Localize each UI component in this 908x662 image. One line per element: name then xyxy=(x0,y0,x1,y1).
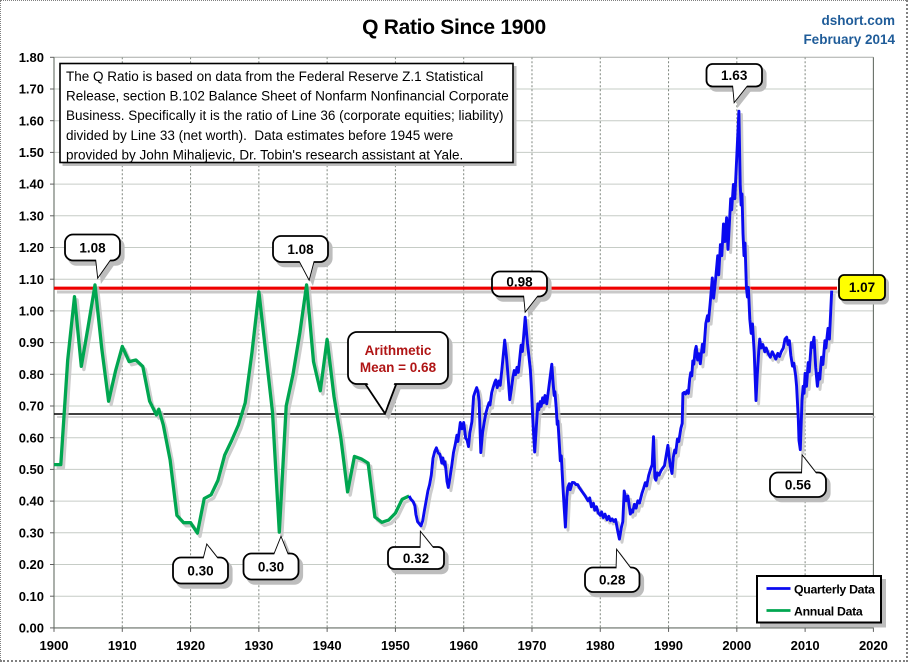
svg-text:0.56: 0.56 xyxy=(785,478,812,493)
svg-text:1950: 1950 xyxy=(381,638,410,653)
svg-text:1970: 1970 xyxy=(518,638,547,653)
svg-text:0.90: 0.90 xyxy=(19,335,44,350)
svg-text:1980: 1980 xyxy=(586,638,615,653)
svg-text:1.40: 1.40 xyxy=(19,177,44,192)
svg-text:0.98: 0.98 xyxy=(506,275,533,290)
svg-text:Q Ratio Since 1900: Q Ratio Since 1900 xyxy=(362,16,546,39)
svg-text:Quarterly Data: Quarterly Data xyxy=(794,583,875,597)
svg-text:0.30: 0.30 xyxy=(187,563,213,578)
svg-text:1990: 1990 xyxy=(654,638,683,653)
svg-text:1.10: 1.10 xyxy=(19,272,44,287)
svg-text:1.08: 1.08 xyxy=(79,240,106,255)
svg-text:0.10: 0.10 xyxy=(19,589,44,604)
svg-text:1.70: 1.70 xyxy=(19,82,44,97)
svg-text:1930: 1930 xyxy=(244,638,273,653)
svg-text:February 2014: February 2014 xyxy=(803,32,895,47)
svg-text:The Q Ratio is based on data f: The Q Ratio is based on data from the Fe… xyxy=(66,69,483,84)
svg-text:1940: 1940 xyxy=(313,638,342,653)
svg-text:0.32: 0.32 xyxy=(403,551,429,566)
svg-text:0.40: 0.40 xyxy=(19,494,44,509)
svg-text:1.07: 1.07 xyxy=(849,280,875,295)
svg-text:1960: 1960 xyxy=(449,638,478,653)
svg-text:0.00: 0.00 xyxy=(19,621,44,636)
svg-text:Mean = 0.68: Mean = 0.68 xyxy=(360,360,437,375)
svg-text:0.20: 0.20 xyxy=(19,557,44,572)
svg-text:0.80: 0.80 xyxy=(19,367,44,382)
svg-text:1.08: 1.08 xyxy=(287,242,314,257)
svg-text:Release, section B.102 Balance: Release, section B.102 Balance Sheet of … xyxy=(66,89,509,104)
svg-text:Arithmetic: Arithmetic xyxy=(365,343,432,358)
svg-text:divided by Line 33 (net worth): divided by Line 33 (net worth). Data est… xyxy=(66,128,453,143)
svg-text:1.50: 1.50 xyxy=(19,145,44,160)
svg-text:dshort.com: dshort.com xyxy=(821,13,895,28)
svg-text:2020: 2020 xyxy=(859,638,888,653)
svg-text:1.20: 1.20 xyxy=(19,240,44,255)
svg-text:1.00: 1.00 xyxy=(19,304,44,319)
svg-text:0.50: 0.50 xyxy=(19,462,44,477)
svg-text:Business. Specifically it is t: Business. Specifically it is the ratio o… xyxy=(66,108,503,123)
svg-text:1.60: 1.60 xyxy=(19,113,44,128)
svg-text:1900: 1900 xyxy=(40,638,69,653)
svg-text:1910: 1910 xyxy=(108,638,137,653)
svg-text:0.70: 0.70 xyxy=(19,399,44,414)
svg-text:Annual Data: Annual Data xyxy=(794,605,863,619)
svg-text:2010: 2010 xyxy=(791,638,820,653)
svg-text:1920: 1920 xyxy=(176,638,205,653)
svg-text:2000: 2000 xyxy=(722,638,751,653)
svg-text:1.80: 1.80 xyxy=(19,50,44,65)
svg-text:1.63: 1.63 xyxy=(721,68,748,83)
svg-text:1.30: 1.30 xyxy=(19,208,44,223)
svg-text:provided by John Mihaljevic, D: provided by John Mihaljevic, Dr. Tobin's… xyxy=(66,147,463,162)
svg-text:0.30: 0.30 xyxy=(19,525,44,540)
svg-text:0.28: 0.28 xyxy=(599,573,626,588)
svg-text:0.60: 0.60 xyxy=(19,430,44,445)
svg-text:0.30: 0.30 xyxy=(258,559,284,574)
